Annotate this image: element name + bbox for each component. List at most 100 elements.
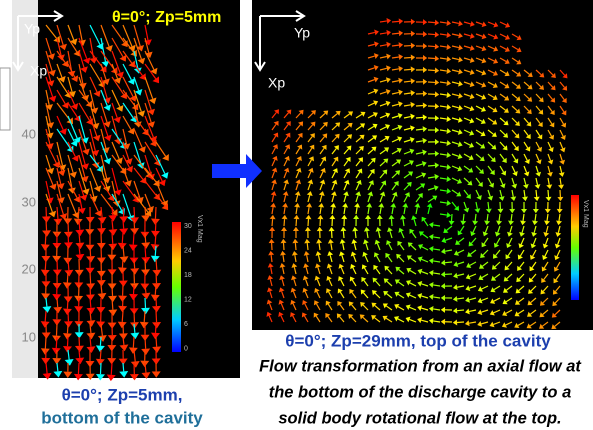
vector-head: [515, 83, 521, 89]
vector-head: [523, 171, 530, 177]
vector: [451, 201, 457, 208]
vector-head: [500, 170, 507, 176]
vector-head: [405, 292, 411, 298]
vector: [292, 315, 297, 323]
vector-head: [516, 34, 522, 41]
vector-head: [294, 191, 301, 196]
vector: [511, 81, 518, 87]
vector-head: [480, 131, 486, 137]
vector-head: [314, 275, 321, 281]
vector: [351, 304, 357, 311]
vector: [154, 232, 157, 245]
vector: [475, 201, 478, 209]
vector-head: [501, 322, 507, 328]
vector: [144, 193, 151, 208]
vector-head: [468, 142, 474, 148]
vector-head: [503, 287, 509, 293]
vector-head: [560, 134, 566, 141]
vector: [379, 183, 385, 191]
vector: [439, 81, 448, 84]
vector: [499, 21, 507, 26]
vector-head: [152, 76, 160, 84]
vector-head: [550, 72, 556, 78]
vector: [367, 55, 375, 59]
vector-head: [330, 202, 337, 208]
vector-head: [410, 90, 416, 96]
vector-head: [103, 157, 112, 165]
vector: [329, 255, 333, 263]
vector-head: [373, 100, 379, 106]
vector: [283, 195, 287, 203]
vector: [100, 63, 107, 80]
vector-head: [371, 135, 378, 141]
vector: [364, 255, 369, 263]
vector: [295, 112, 302, 119]
vector-head: [481, 242, 487, 248]
vector: [463, 45, 471, 49]
vector-head: [68, 90, 76, 98]
vector: [133, 50, 139, 69]
vector: [451, 153, 459, 157]
vector: [427, 187, 435, 191]
vector: [283, 159, 288, 167]
vector-head: [446, 212, 452, 219]
vector-head: [405, 316, 411, 323]
vector-head: [371, 315, 377, 321]
vector-head: [541, 277, 547, 283]
vector: [293, 279, 297, 287]
vector: [367, 137, 375, 143]
vector-head: [374, 29, 379, 36]
vector: [451, 105, 459, 109]
vector: [379, 137, 387, 143]
vector: [154, 245, 157, 256]
vector-head: [428, 245, 434, 252]
vector-head: [45, 104, 54, 111]
vector-head: [549, 122, 555, 128]
vector-head: [63, 371, 73, 378]
vector-head: [49, 183, 57, 191]
vector-head: [535, 171, 542, 177]
vector: [122, 37, 135, 53]
vector: [535, 165, 539, 173]
vector: [295, 183, 299, 191]
vector-head: [428, 293, 434, 300]
vector-head: [428, 233, 434, 240]
vector-head: [410, 66, 416, 73]
vector: [341, 255, 345, 263]
vector: [100, 154, 108, 179]
vector-head: [322, 121, 328, 128]
vector: [457, 261, 465, 265]
vector: [89, 297, 92, 308]
vector-head: [336, 313, 342, 319]
vector: [307, 171, 312, 179]
vector-head: [469, 21, 475, 27]
vector-head: [346, 134, 353, 140]
vector: [470, 249, 477, 255]
vector: [391, 68, 400, 71]
vector: [44, 258, 47, 270]
vector-head: [452, 307, 458, 314]
vector-head: [360, 301, 366, 308]
vector-head: [529, 266, 535, 272]
vector: [409, 318, 417, 323]
vector: [559, 129, 564, 137]
vector: [432, 284, 441, 287]
vector: [100, 37, 107, 62]
vector-head: [97, 292, 107, 300]
vector-head: [307, 179, 314, 185]
vector: [268, 315, 273, 323]
vector-head: [332, 168, 338, 174]
vector-head: [422, 78, 428, 85]
vector-head: [446, 164, 452, 171]
vector-head: [534, 184, 541, 189]
vector-head: [533, 196, 540, 202]
vector: [520, 237, 525, 245]
vector: [343, 183, 348, 191]
vector-head: [128, 244, 138, 251]
vector: [535, 81, 542, 88]
vector-head: [161, 171, 169, 179]
vector: [379, 44, 387, 47]
colorbar: [172, 222, 181, 352]
vector-head: [397, 240, 403, 247]
vector: [379, 149, 387, 155]
